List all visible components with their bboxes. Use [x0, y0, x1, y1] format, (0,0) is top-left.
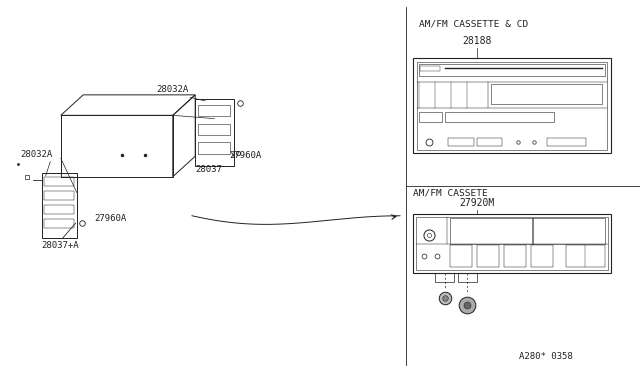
Bar: [547, 138, 586, 146]
Bar: [450, 218, 533, 244]
Bar: [42, 173, 77, 238]
Text: 28037: 28037: [195, 165, 222, 174]
Bar: [413, 214, 611, 273]
Bar: [477, 245, 499, 267]
Bar: [419, 64, 605, 76]
Text: 28037+A: 28037+A: [42, 241, 79, 250]
Bar: [195, 99, 234, 166]
Bar: [448, 138, 474, 146]
Bar: [492, 84, 602, 104]
Bar: [198, 124, 230, 135]
Text: 28032A: 28032A: [20, 150, 52, 159]
Bar: [198, 105, 230, 116]
Bar: [416, 217, 608, 270]
Bar: [44, 205, 74, 214]
Bar: [44, 219, 74, 228]
Bar: [450, 245, 472, 267]
Text: AM/FM CASSETTE & CD: AM/FM CASSETTE & CD: [419, 20, 529, 29]
Bar: [419, 112, 442, 122]
Bar: [531, 245, 553, 267]
Bar: [458, 273, 477, 282]
Text: A280* 0358: A280* 0358: [519, 352, 573, 361]
Bar: [435, 273, 454, 282]
Bar: [420, 66, 440, 71]
Bar: [445, 112, 554, 122]
Text: 27960A: 27960A: [95, 214, 127, 223]
Bar: [198, 142, 230, 154]
Bar: [532, 218, 605, 244]
Text: 28032A: 28032A: [157, 85, 189, 94]
Text: 28188: 28188: [462, 36, 492, 46]
Bar: [417, 62, 607, 150]
Text: 27920M: 27920M: [459, 198, 495, 208]
Bar: [566, 245, 605, 267]
Bar: [504, 245, 526, 267]
Bar: [413, 58, 611, 153]
Bar: [477, 138, 502, 146]
Bar: [44, 191, 74, 200]
Text: AM/FM CASSETE: AM/FM CASSETE: [413, 188, 488, 197]
Text: 27960A: 27960A: [229, 151, 261, 160]
Bar: [44, 177, 74, 186]
